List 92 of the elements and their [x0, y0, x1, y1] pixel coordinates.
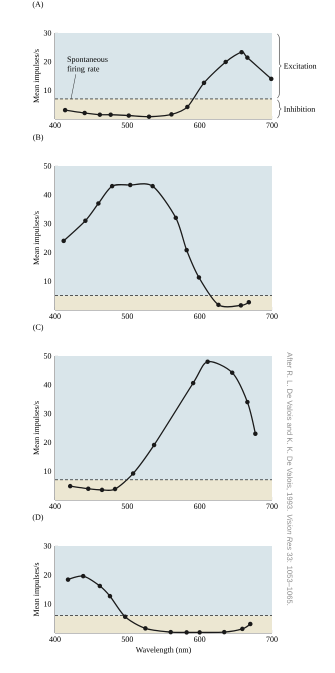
x-tick-label: 600 — [194, 122, 206, 128]
x-tick-label: 700 — [266, 122, 278, 128]
y-tick-label: 30 — [44, 30, 52, 36]
chart-title: (C) — [33, 324, 44, 332]
y-axis-title: Mean impulses/s — [33, 211, 41, 265]
y-tick-label: 40 — [44, 192, 52, 198]
point — [98, 584, 102, 588]
point — [152, 442, 156, 448]
point — [174, 216, 178, 220]
ref-line-label: Spontaneous firing rate — [67, 56, 108, 74]
point — [197, 630, 202, 635]
point — [128, 182, 132, 188]
point — [143, 626, 148, 631]
point — [98, 112, 102, 117]
band-label: Inhibition — [284, 106, 316, 112]
point — [122, 614, 128, 619]
y-tick-label: 20 — [44, 250, 52, 256]
point — [253, 432, 258, 436]
y-tick-label: 20 — [44, 58, 52, 64]
x-tick-label: 600 — [194, 504, 206, 509]
x-tick-label: 500 — [122, 122, 134, 128]
point — [184, 248, 189, 252]
y-tick-label: 10 — [44, 88, 52, 94]
y-axis-title: Mean impulses/s — [33, 401, 41, 455]
point — [238, 303, 244, 308]
point — [68, 484, 72, 488]
y-tick-label: 30 — [44, 543, 52, 549]
y-axis-title: Mean impulses/s — [33, 49, 41, 103]
x-tick-label: 500 — [122, 636, 134, 642]
point — [130, 471, 136, 476]
chart-title: (A) — [32, 1, 44, 8]
point — [62, 108, 68, 112]
x-axis-title: Wavelength (nm) — [136, 646, 191, 654]
x-tick-label: 700 — [266, 504, 278, 509]
point — [205, 360, 210, 364]
x-tick-label: 500 — [122, 504, 134, 509]
y-tick-label: 20 — [44, 440, 52, 446]
point — [223, 60, 228, 64]
point — [222, 630, 226, 634]
point — [190, 380, 196, 386]
point — [100, 488, 104, 492]
band-label: Excitation — [284, 63, 316, 69]
point — [146, 114, 152, 119]
point — [83, 218, 88, 223]
point — [196, 275, 202, 280]
y-axis-title: Mean impulses/s — [33, 562, 41, 616]
point — [108, 594, 112, 598]
y-tick-label: 50 — [44, 353, 52, 359]
x-tick-label: 700 — [266, 636, 278, 642]
x-tick-label: 400 — [49, 122, 61, 128]
x-tick-label: 600 — [194, 636, 206, 642]
point — [168, 630, 173, 634]
point — [245, 55, 250, 60]
x-tick-label: 700 — [266, 314, 278, 319]
x-tick-label: 400 — [49, 504, 61, 509]
point — [245, 400, 250, 404]
point — [110, 184, 114, 188]
point — [248, 622, 253, 626]
point — [82, 110, 87, 116]
y-tick-label: 30 — [44, 410, 52, 416]
point — [202, 80, 206, 86]
x-tick-label: 400 — [49, 636, 61, 642]
point — [246, 300, 252, 304]
point — [126, 113, 132, 118]
point — [61, 238, 66, 244]
point — [86, 486, 91, 492]
x-tick-label: 500 — [122, 314, 134, 319]
point — [239, 50, 244, 54]
point — [169, 112, 174, 117]
y-tick-label: 40 — [44, 382, 52, 388]
y-tick-label: 10 — [44, 468, 52, 474]
point — [216, 302, 221, 308]
point — [184, 630, 189, 635]
point — [185, 104, 190, 110]
point — [112, 486, 118, 492]
point — [96, 201, 101, 206]
point — [66, 577, 70, 582]
point — [230, 370, 234, 375]
point — [269, 76, 274, 82]
y-tick-label: 50 — [44, 163, 52, 169]
y-tick-label: 10 — [44, 601, 52, 607]
point — [80, 574, 86, 578]
y-tick-label: 20 — [44, 572, 52, 578]
y-tick-label: 10 — [44, 278, 52, 284]
point — [240, 626, 245, 632]
x-tick-label: 400 — [49, 314, 61, 319]
chart-title: (B) — [33, 134, 44, 142]
chart-title: (D) — [32, 514, 44, 522]
point — [150, 184, 155, 188]
y-tick-label: 30 — [44, 220, 52, 226]
point — [108, 112, 113, 117]
x-tick-label: 600 — [194, 314, 206, 319]
